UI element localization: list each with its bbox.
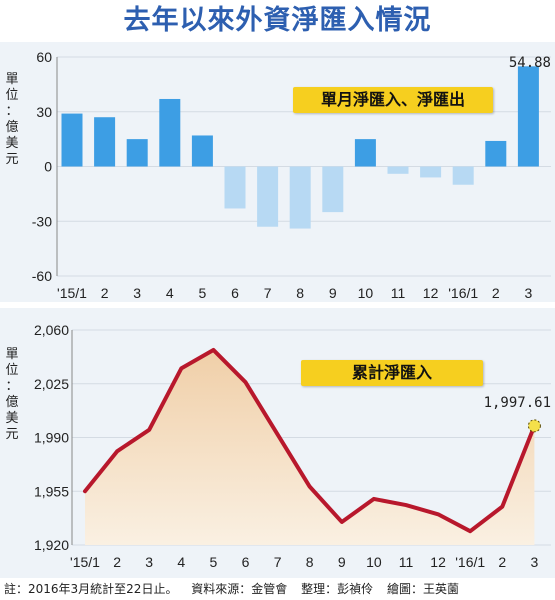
bottom-area-fill: [85, 349, 535, 545]
bottom-x-tick-label: 10: [366, 554, 382, 570]
bottom-x-tick-label: 11: [399, 554, 414, 570]
bottom-data-point: [340, 520, 344, 524]
top-y-tick-label: -60: [32, 268, 52, 284]
bottom-x-tick-label: 2: [113, 554, 121, 570]
bottom-last-point-highlight: [527, 419, 541, 433]
top-bar: [354, 139, 376, 167]
top-chart-title-tag: 單月淨匯入、淨匯出: [293, 87, 493, 113]
top-bar: [387, 166, 409, 174]
top-x-tick-label: 4: [166, 285, 174, 301]
bottom-x-tick-label: 7: [274, 554, 282, 570]
bottom-data-point: [372, 497, 376, 501]
bottom-x-tick-label: 3: [145, 554, 153, 570]
top-unit-label: 單位：億美元: [5, 72, 19, 167]
bottom-data-point: [115, 449, 119, 453]
top-x-tick-label: 9: [329, 285, 337, 301]
top-bar: [191, 135, 213, 167]
bottom-data-point: [276, 432, 280, 436]
bottom-data-point: [404, 503, 408, 507]
bottom-x-tick-label: 5: [210, 554, 218, 570]
top-x-tick-label: 7: [264, 285, 272, 301]
top-y-tick-label: -30: [32, 213, 52, 229]
bottom-unit-label: 單位：億美元: [5, 347, 19, 442]
top-bar: [452, 166, 474, 185]
bottom-data-point: [436, 512, 440, 516]
top-x-tick-label: '15/1: [57, 285, 87, 301]
top-y-tick-label: 0: [44, 159, 52, 175]
bottom-y-tick-label: 2,025: [34, 376, 69, 392]
bottom-x-tick-label: 8: [306, 554, 314, 570]
top-bar: [485, 140, 507, 167]
bottom-y-tick-label: 1,955: [34, 483, 69, 499]
top-bar: [420, 166, 442, 178]
bottom-last-value-annotation: 1,997.61: [484, 395, 551, 411]
top-x-tick-label: 8: [296, 285, 304, 301]
footer-source: 資料來源：金管會: [191, 582, 288, 596]
footer-editor: 整理：彭禎伶: [301, 582, 374, 596]
bottom-data-point: [179, 366, 183, 370]
bottom-y-tick-label: 2,060: [34, 322, 69, 338]
top-bar: [289, 166, 311, 229]
bottom-y-tick-label: 1,990: [34, 430, 69, 446]
top-bar: [517, 66, 539, 167]
bottom-data-point: [211, 348, 215, 352]
top-x-tick-label: 2: [101, 285, 109, 301]
bottom-chart-title-tag: 累計淨匯入: [301, 360, 483, 386]
footer-statistics-note: 註：2016年3月統計至22日止。: [4, 582, 178, 596]
bottom-x-tick-label: 6: [242, 554, 250, 570]
bottom-x-tick-label: 9: [338, 554, 346, 570]
bottom-y-tick-label: 1,920: [34, 537, 69, 553]
top-bar: [61, 113, 83, 167]
top-x-tick-label: 3: [525, 285, 533, 301]
bottom-data-point: [468, 529, 472, 533]
top-x-tick-label: '16/1: [448, 285, 478, 301]
top-y-tick-label: 60: [36, 49, 52, 65]
top-bar: [257, 166, 279, 227]
bottom-data-point: [308, 485, 312, 489]
bottom-x-tick-label: '16/1: [455, 554, 485, 570]
top-x-tick-label: 11: [391, 285, 406, 301]
bottom-data-point: [500, 505, 504, 509]
top-last-value-annotation: 54.88: [509, 55, 551, 71]
top-bar: [322, 166, 344, 213]
top-x-tick-label: 10: [358, 285, 374, 301]
bottom-x-tick-label: 4: [177, 554, 185, 570]
top-x-tick-label: 2: [492, 285, 500, 301]
top-x-tick-label: 5: [199, 285, 207, 301]
top-bar: [159, 98, 181, 167]
top-y-tick-label: 30: [36, 104, 52, 120]
footer-note: 註：2016年3月統計至22日止。 資料來源：金管會 整理：彭禎伶 繪圖：王英薗: [4, 580, 555, 598]
bottom-data-point: [83, 489, 87, 493]
top-bar: [224, 166, 246, 209]
top-x-tick-label: 6: [231, 285, 239, 301]
footer-artist: 繪圖：王英薗: [386, 582, 459, 596]
chart-main-title: 去年以來外資淨匯入情況: [123, 5, 432, 36]
bottom-x-tick-label: 12: [430, 554, 446, 570]
bottom-data-point: [244, 380, 247, 384]
bottom-x-tick-label: 2: [498, 554, 506, 570]
top-bar: [94, 117, 116, 167]
bottom-x-tick-label: '15/1: [70, 554, 100, 570]
top-x-tick-label: 12: [423, 285, 439, 301]
top-x-tick-label: 3: [133, 285, 141, 301]
bottom-data-point: [147, 428, 151, 432]
bottom-x-tick-label: 3: [531, 554, 539, 570]
top-bar: [126, 139, 148, 167]
